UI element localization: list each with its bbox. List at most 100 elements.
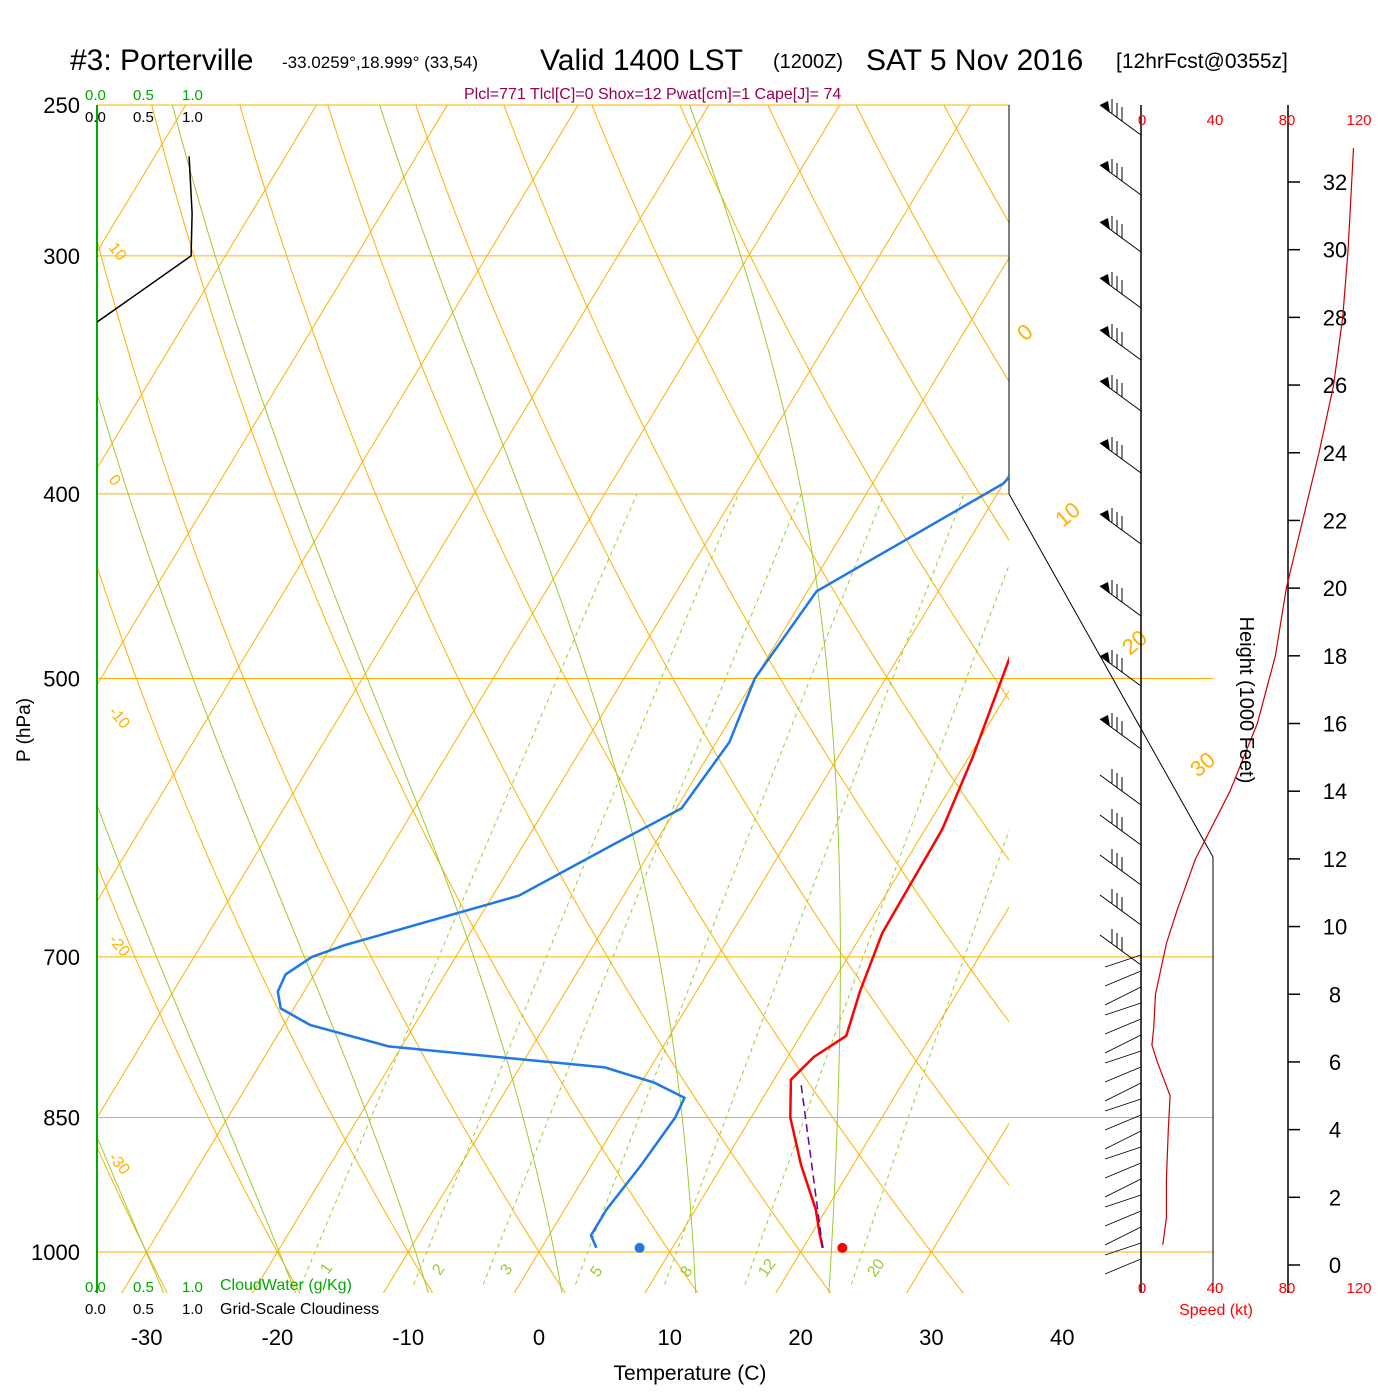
temperature-tick-label: -20 bbox=[262, 1325, 294, 1350]
dry-adiabat-line bbox=[565, 36, 1383, 1316]
wind-barb-pennant bbox=[1100, 218, 1110, 230]
mixing-ratio-label: 1 bbox=[317, 1260, 336, 1277]
low-level-barb bbox=[1105, 1179, 1141, 1197]
temperature-tick-label: 30 bbox=[919, 1325, 943, 1350]
speed-top-40: 40 bbox=[1207, 112, 1224, 129]
surface-dewpoint-dot bbox=[635, 1243, 645, 1253]
pressure-tick-label: 250 bbox=[43, 93, 80, 118]
mixing-ratio-label: 12 bbox=[755, 1256, 779, 1280]
low-level-barb bbox=[1105, 987, 1141, 1005]
temperature-tick-label: 40 bbox=[1050, 1325, 1074, 1350]
station-title: #3: Porterville bbox=[70, 44, 253, 77]
sounding-profiles bbox=[97, 156, 1197, 1253]
low-level-barb bbox=[1105, 1131, 1141, 1149]
height-tick-label: 0 bbox=[1329, 1253, 1341, 1278]
temperature-tick-label: 10 bbox=[658, 1325, 682, 1350]
mixing-ratio-label: 8 bbox=[677, 1263, 696, 1280]
dry-adiabat-line bbox=[0, 36, 45, 1316]
pressure-tick-label: 500 bbox=[43, 667, 80, 692]
height-tick-label: 30 bbox=[1323, 238, 1347, 263]
cloudiness-bottom-0: 0.0 bbox=[85, 1301, 106, 1318]
mixing-ratio-line bbox=[665, 494, 965, 1285]
isotherm-line bbox=[108, 36, 881, 1316]
mixing-ratio-line bbox=[745, 494, 1036, 1285]
adiabat-label: -20 bbox=[105, 932, 133, 961]
wind-barb bbox=[1100, 769, 1141, 805]
height-tick-label: 22 bbox=[1323, 508, 1347, 533]
moist-adiabat-line bbox=[358, 36, 697, 1316]
panel-diagonal bbox=[1009, 494, 1213, 857]
speed-top-80: 80 bbox=[1279, 112, 1296, 129]
wind-barb-pennant bbox=[1100, 101, 1110, 113]
height-tick-label: 8 bbox=[1329, 982, 1341, 1007]
dry-adiabat-line bbox=[479, 36, 1249, 1316]
wind-barb bbox=[1100, 272, 1141, 308]
forecast-info: [12hrFcst@0355z] bbox=[1116, 50, 1288, 73]
isotherm-line bbox=[0, 36, 620, 1316]
height-tick-label: 24 bbox=[1323, 441, 1347, 466]
low-level-barb bbox=[1105, 1051, 1141, 1063]
isotherm-line bbox=[893, 36, 1400, 1316]
wind-barb-pennant bbox=[1100, 377, 1110, 389]
isotherm-line bbox=[1285, 36, 1400, 1316]
isotherm-label: 30 bbox=[1185, 747, 1220, 782]
isotherm-line bbox=[0, 36, 227, 1316]
mixing-ratio-line bbox=[575, 494, 884, 1285]
wind-barb bbox=[1100, 99, 1141, 135]
wind-barb-pennant bbox=[1100, 326, 1110, 338]
mixing-ratio-label: 20 bbox=[864, 1256, 888, 1280]
cloudiness-bottom-1: 0.5 bbox=[133, 1301, 154, 1318]
cloudwater-bottom-1: 0.5 bbox=[133, 1279, 154, 1296]
wind-barb bbox=[1100, 375, 1141, 411]
pressure-tick-label: 850 bbox=[43, 1106, 80, 1131]
moist-adiabat-line bbox=[665, 36, 841, 1316]
pressure-tick-label: 400 bbox=[43, 482, 80, 507]
temperature-tick-label: 20 bbox=[788, 1325, 812, 1350]
low-level-barb bbox=[1105, 1243, 1141, 1255]
dry-adiabat-line bbox=[49, 36, 580, 1316]
y-axis-title: P (hPa) bbox=[14, 698, 35, 762]
low-level-barb bbox=[1105, 1067, 1141, 1082]
wind-barb-pennant bbox=[1100, 510, 1110, 522]
pressure-tick-label: 300 bbox=[43, 244, 80, 269]
dry-adiabat-line bbox=[221, 36, 848, 1316]
wind-barb bbox=[1100, 216, 1141, 252]
x-axis-title: Temperature (C) bbox=[614, 1362, 767, 1385]
cloudiness-top-1: 0.5 bbox=[133, 109, 154, 126]
mixing-ratio-line bbox=[414, 494, 739, 1285]
mixing-ratio-label: 3 bbox=[497, 1261, 516, 1278]
wind-barb bbox=[1100, 809, 1141, 845]
temperature-tick-label: 0 bbox=[533, 1325, 545, 1350]
height-tick-label: 14 bbox=[1323, 779, 1347, 804]
isotherm-label: 0 bbox=[1012, 319, 1037, 346]
isotherm-line bbox=[501, 36, 1274, 1316]
low-level-barb bbox=[1105, 1227, 1141, 1245]
isotherm-line bbox=[0, 36, 751, 1316]
valid-time: Valid 1400 LST bbox=[540, 44, 743, 77]
wind-barb bbox=[1100, 159, 1141, 195]
speed-top-0: 0 bbox=[1138, 112, 1146, 129]
zulu-time: (1200Z) bbox=[773, 51, 843, 73]
low-level-barb bbox=[1105, 1019, 1141, 1034]
dry-adiabat-line bbox=[736, 36, 1400, 1316]
mixing-ratio-label: 2 bbox=[429, 1261, 448, 1278]
cloudwater-top-0: 0.0 bbox=[85, 87, 106, 104]
pressure-tick-label: 700 bbox=[43, 945, 80, 970]
height-tick-label: 10 bbox=[1323, 915, 1347, 940]
pressure-tick-label: 1000 bbox=[31, 1240, 80, 1265]
low-level-barb bbox=[1105, 1163, 1141, 1178]
low-level-barb bbox=[1105, 1099, 1141, 1111]
dry-adiabat-line bbox=[307, 36, 981, 1316]
station-coords: -33.0259°,18.999° (33,54) bbox=[282, 53, 478, 72]
wind-barb-staff bbox=[1100, 855, 1141, 885]
wind-barb-staff bbox=[1100, 935, 1141, 965]
forecast-date: SAT 5 Nov 2016 bbox=[866, 44, 1083, 77]
surface-temperature-dot bbox=[837, 1243, 847, 1253]
dry-adiabat-line bbox=[908, 36, 1400, 1316]
wind-barb bbox=[1100, 437, 1141, 473]
isotherm-line bbox=[239, 36, 1012, 1316]
isotherm-label: 20 bbox=[1117, 625, 1152, 660]
wind-barb bbox=[1100, 324, 1141, 360]
cloudwater-bottom-0: 0.0 bbox=[85, 1279, 106, 1296]
